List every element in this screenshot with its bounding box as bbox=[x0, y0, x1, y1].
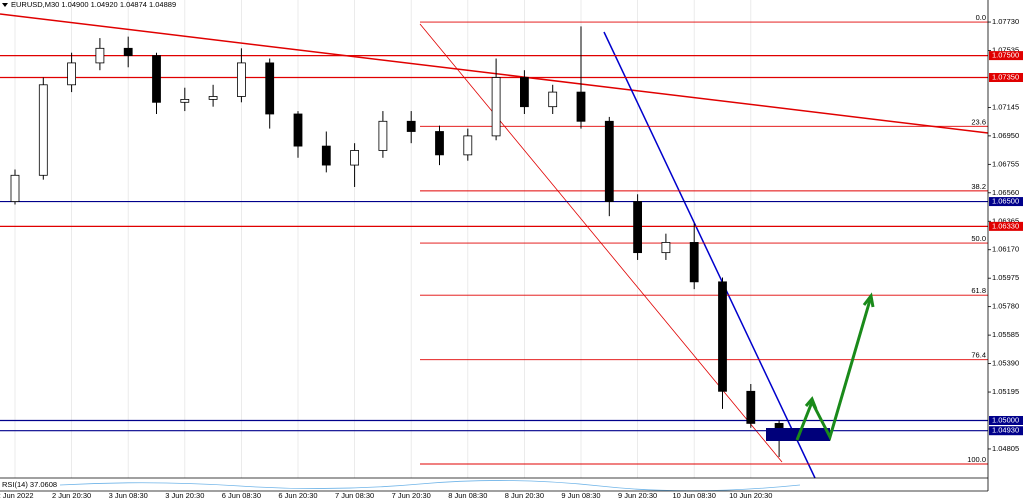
x-tick-label: 10 Jun 20:30 bbox=[729, 491, 772, 500]
candle-body bbox=[689, 242, 699, 283]
price-level-box bbox=[989, 415, 1023, 425]
y-tick-label: 1.06950 bbox=[992, 131, 1019, 140]
rsi-label: RSI(14) 37.0608 bbox=[2, 480, 57, 489]
y-tick-label: 1.07535 bbox=[992, 45, 1019, 54]
candle-body bbox=[123, 47, 133, 57]
candle-body bbox=[321, 145, 331, 166]
trend-line bbox=[0, 13, 989, 134]
candle-body bbox=[152, 55, 161, 103]
arrow-head bbox=[862, 292, 875, 308]
x-tick-label: 6 Jun 20:30 bbox=[278, 491, 317, 500]
x-tick-label: 7 Jun 08:30 bbox=[335, 491, 374, 500]
x-tick-label: 8 Jun 08:30 bbox=[448, 491, 487, 500]
x-tick-label: 8 Jun 20:30 bbox=[505, 491, 544, 500]
x-tick-label: 2 Jun 2022 bbox=[0, 491, 34, 500]
chart-title: EURUSD,M30 1.04900 1.04920 1.04874 1.048… bbox=[11, 0, 176, 9]
price-level-box bbox=[989, 221, 1023, 231]
price-level-label: 1.05000 bbox=[992, 415, 1019, 424]
price-level-box bbox=[989, 51, 1023, 61]
candle-body bbox=[633, 201, 642, 254]
candle-body bbox=[236, 62, 246, 97]
x-tick-label: 9 Jun 08:30 bbox=[561, 491, 600, 500]
candle-body bbox=[718, 281, 727, 392]
price-level-box bbox=[989, 197, 1023, 207]
fib-label: 61.8 bbox=[971, 286, 986, 295]
fib-label: 100.0 bbox=[967, 455, 986, 464]
fib-label: 38.2 bbox=[971, 182, 986, 191]
price-level-label: 1.06500 bbox=[992, 197, 1019, 206]
fib-label: 23.6 bbox=[971, 117, 986, 126]
y-tick-label: 1.05390 bbox=[992, 359, 1019, 368]
fib-label: 0.0 bbox=[976, 13, 986, 22]
candle-body bbox=[95, 47, 105, 64]
y-tick-label: 1.06755 bbox=[992, 159, 1019, 168]
fib-label: 50.0 bbox=[971, 234, 986, 243]
x-tick-label: 9 Jun 20:30 bbox=[618, 491, 657, 500]
channel-line bbox=[603, 31, 816, 479]
candle-body bbox=[10, 174, 20, 202]
x-tick-label: 3 Jun 08:30 bbox=[109, 491, 148, 500]
price-level-box bbox=[989, 426, 1023, 436]
candle-body bbox=[661, 242, 671, 254]
forecast-arrow bbox=[795, 299, 872, 442]
y-tick-label: 1.05195 bbox=[992, 387, 1019, 396]
candle-body bbox=[265, 62, 275, 115]
y-tick-label: 1.05780 bbox=[992, 302, 1019, 311]
menu-triangle[interactable] bbox=[2, 3, 8, 7]
candle-body bbox=[463, 135, 473, 156]
price-level-box bbox=[989, 73, 1023, 83]
candle-body bbox=[378, 120, 388, 151]
candle-body bbox=[548, 91, 558, 108]
y-tick-label: 1.05585 bbox=[992, 330, 1019, 339]
candle-body bbox=[180, 98, 190, 103]
y-tick-label: 1.07730 bbox=[992, 17, 1019, 26]
x-tick-label: 3 Jun 20:30 bbox=[165, 491, 204, 500]
candle-body bbox=[38, 84, 48, 176]
y-tick-label: 1.06170 bbox=[992, 245, 1019, 254]
price-level-label: 1.07500 bbox=[992, 51, 1019, 60]
candles bbox=[10, 26, 784, 457]
fib-label: 76.4 bbox=[971, 351, 986, 360]
candle-body bbox=[293, 113, 303, 147]
price-level-label: 1.06330 bbox=[992, 221, 1019, 230]
x-tick-label: 6 Jun 08:30 bbox=[222, 491, 261, 500]
y-tick-label: 1.04805 bbox=[992, 444, 1019, 453]
candle-body bbox=[67, 62, 76, 86]
x-tick-label: 10 Jun 08:30 bbox=[673, 491, 716, 500]
candle-body bbox=[491, 77, 501, 137]
candle-body bbox=[576, 91, 586, 122]
candle-body bbox=[520, 77, 529, 108]
price-level-label: 1.04930 bbox=[992, 426, 1019, 435]
y-tick-label: 1.07145 bbox=[992, 102, 1019, 111]
price-level-label: 1.07350 bbox=[992, 72, 1019, 81]
levels: 1.07500 1.07350 1.06500 1.06330 1.05000 1.049… bbox=[0, 51, 1023, 436]
candle-body bbox=[604, 120, 614, 202]
x-tick-label: 2 Jun 20:30 bbox=[52, 491, 91, 500]
y-tick-label: 1.06560 bbox=[992, 188, 1019, 197]
candle-body bbox=[406, 120, 416, 132]
rsi-line bbox=[59, 480, 801, 492]
candle-body bbox=[350, 150, 360, 166]
candle-body bbox=[746, 390, 756, 424]
x-tick-label: 7 Jun 20:30 bbox=[392, 491, 431, 500]
candle-body bbox=[435, 131, 444, 156]
arrow-head bbox=[804, 396, 818, 410]
candle-body bbox=[208, 96, 218, 100]
y-tick-label: 1.05975 bbox=[992, 273, 1019, 282]
fibonacci: 0.0 23.6 38.2 50.0 61.8 76.4 100.0 bbox=[420, 13, 988, 465]
y-tick-label: 1.06365 bbox=[992, 216, 1019, 225]
